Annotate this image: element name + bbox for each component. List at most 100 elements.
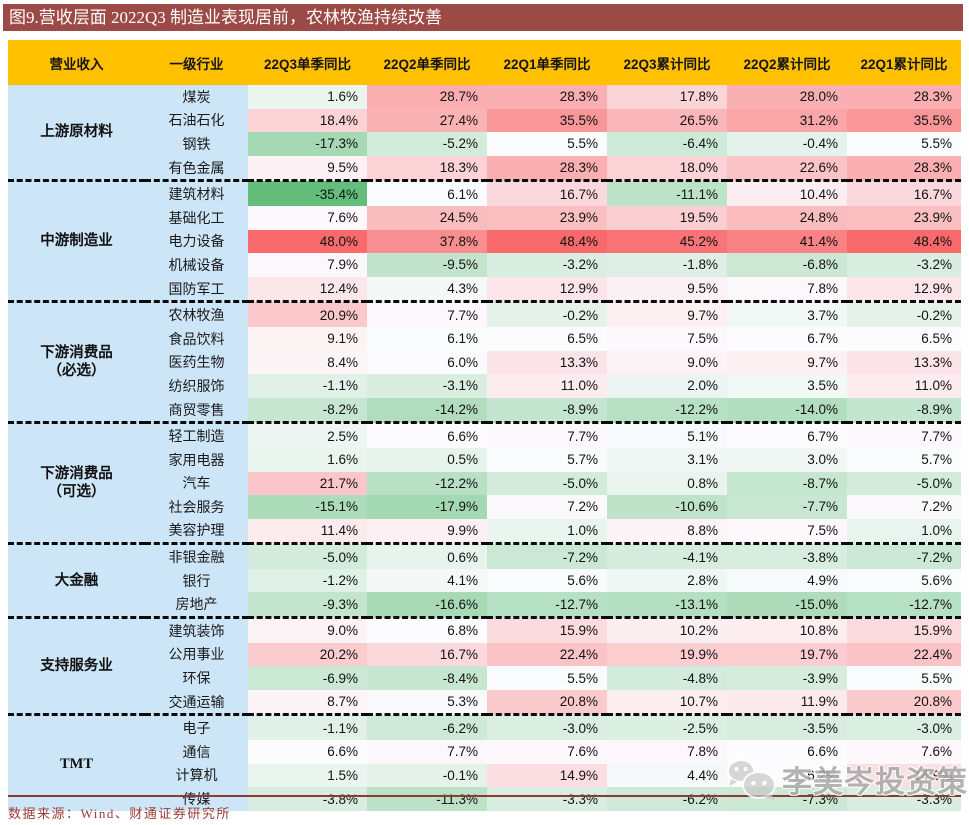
table-row: 上游原材料 煤炭 1.6% 28.7% 28.3% 17.8% 28.0% 28.3% bbox=[8, 85, 961, 181]
value-cell: 8.4% bbox=[248, 350, 367, 375]
value-cell: 28.3% bbox=[847, 155, 961, 181]
value-cell: 23.9% bbox=[487, 205, 607, 230]
value-cell: 23.9% bbox=[847, 205, 961, 230]
table-row: 美容护理 11.4% 9.9% 1.0% 8.8% 7.5% 1.0% bbox=[8, 518, 961, 544]
value-cell: 22.4% bbox=[487, 642, 607, 667]
value-cell: 9.5% bbox=[248, 155, 367, 181]
value-cell: 9.7% bbox=[607, 300, 727, 327]
value-cell: 0.6% bbox=[367, 542, 487, 569]
column-header-industry: 一级行业 bbox=[145, 40, 248, 85]
table-row: 石油石化 18.4% 27.4% 35.5% 26.5% 31.2% 35.5% bbox=[8, 108, 961, 133]
value-cell: 48.4% bbox=[487, 229, 607, 254]
value-cell: 7.6% bbox=[487, 740, 607, 764]
value-cell: 3.7% bbox=[727, 300, 847, 327]
value-cell: -9.3% bbox=[248, 592, 367, 618]
value-cell: 5.1% bbox=[607, 421, 727, 448]
value-cell: -17.3% bbox=[248, 132, 367, 156]
value-cell: 9.1% bbox=[248, 326, 367, 351]
value-cell: 18.3% bbox=[367, 155, 487, 181]
table-row: 环保 -6.9% -8.4% 5.5% -4.8% -3.9% 5.5% bbox=[8, 666, 961, 690]
value-cell: 22.6% bbox=[727, 155, 847, 181]
value-cell: 7.9% bbox=[248, 253, 367, 277]
value-cell: 2.8% bbox=[607, 568, 727, 593]
value-cell: -7.2% bbox=[487, 542, 607, 569]
group-cell: 下游消费品 （可选） bbox=[8, 421, 145, 544]
value-cell: -3.2% bbox=[487, 253, 607, 277]
value-cell: -7.3% bbox=[727, 787, 847, 811]
value-cell: -2.5% bbox=[607, 713, 727, 741]
value-cell: -14.0% bbox=[727, 397, 847, 423]
group-cell: 大金融 bbox=[8, 542, 145, 618]
value-cell: -3.8% bbox=[248, 787, 367, 811]
value-cell: -3.0% bbox=[487, 713, 607, 741]
value-cell: 10.2% bbox=[607, 616, 727, 643]
industry-cell: 交通运输 bbox=[145, 689, 248, 715]
table-row: 公用事业 20.2% 16.7% 22.4% 19.9% 19.7% 22.4% bbox=[8, 642, 961, 667]
value-cell: -12.2% bbox=[367, 471, 487, 496]
industry-cell: 钢铁 bbox=[145, 132, 248, 156]
value-cell: 20.9% bbox=[248, 300, 367, 327]
industry-cell: 商贸零售 bbox=[145, 397, 248, 423]
table-row: 家用电器 1.6% 0.5% 5.7% 3.1% 3.0% 5.7% bbox=[8, 447, 961, 472]
value-cell: 48.4% bbox=[847, 229, 961, 254]
table-row: 食品饮料 9.1% 6.1% 6.5% 7.5% 6.7% 6.5% bbox=[8, 326, 961, 351]
value-cell: 13.3% bbox=[847, 350, 961, 375]
table-row: 下游消费品 （必选） 农林牧渔 20.9% 7.7% -0.2% 9.7% 3.7% -0.2% bbox=[8, 300, 961, 423]
value-cell: 5.6% bbox=[487, 568, 607, 593]
value-cell: 28.3% bbox=[487, 85, 607, 109]
table-row: 钢铁 -17.3% -5.2% 5.5% -6.4% -0.4% 5.5% bbox=[8, 132, 961, 156]
table-row: 纺织服饰 -1.1% -3.1% 11.0% 2.0% 3.5% 11.0% bbox=[8, 374, 961, 398]
value-cell: 14.9% bbox=[487, 763, 607, 788]
industry-cell: 轻工制造 bbox=[145, 421, 248, 448]
industry-cell: 纺织服饰 bbox=[145, 374, 248, 398]
table-row: TMT 电子 -1.1% -6.2% -3.0% -2.5% -3.5% -3.0% bbox=[8, 713, 961, 811]
column-header-22q1-cumulative: 22Q1累计同比 bbox=[847, 40, 961, 85]
column-header-22q3-single: 22Q3单季同比 bbox=[248, 40, 367, 85]
value-cell: 10.4% bbox=[727, 179, 847, 206]
value-cell: -3.1% bbox=[367, 374, 487, 398]
column-header-22q2-cumulative: 22Q2累计同比 bbox=[727, 40, 847, 85]
value-cell: 13.3% bbox=[487, 350, 607, 375]
bottom-rule bbox=[8, 795, 961, 797]
value-cell: 6.6% bbox=[367, 421, 487, 448]
value-cell: 5.5% bbox=[487, 666, 607, 690]
value-cell: 5.3% bbox=[367, 689, 487, 715]
value-cell: 12.4% bbox=[248, 276, 367, 302]
value-cell: 6.6% bbox=[248, 740, 367, 764]
value-cell: -3.8% bbox=[727, 542, 847, 569]
industry-cell: 房地产 bbox=[145, 592, 248, 618]
value-cell: -1.8% bbox=[607, 253, 727, 277]
industry-cell: 建筑材料 bbox=[145, 179, 248, 206]
table-row: 大金融 非银金融 -5.0% 0.6% -7.2% -4.1% -3.8% -7.2% bbox=[8, 542, 961, 618]
value-cell: -6.2% bbox=[367, 713, 487, 741]
industry-cell: 农林牧渔 bbox=[145, 300, 248, 327]
value-cell: 11.0% bbox=[487, 374, 607, 398]
value-cell: 7.2% bbox=[487, 495, 607, 519]
value-cell: -1.1% bbox=[248, 713, 367, 741]
table-body: 上游原材料 煤炭 1.6% 28.7% 28.3% 17.8% 28.0% 28.3% 石油石化… bbox=[8, 85, 961, 811]
value-cell: 4.1% bbox=[367, 568, 487, 593]
table-row: 汽车 21.7% -12.2% -5.0% 0.8% -8.7% -5.0% bbox=[8, 471, 961, 496]
value-cell: -14.2% bbox=[367, 397, 487, 423]
industry-cell: 通信 bbox=[145, 740, 248, 764]
value-cell: 6.1% bbox=[367, 179, 487, 206]
data-source: 数据来源：Wind、财通证券研究所 bbox=[8, 806, 231, 821]
value-cell: 16.7% bbox=[367, 642, 487, 667]
value-cell: 35.5% bbox=[847, 108, 961, 133]
value-cell: 6.2% bbox=[727, 763, 847, 788]
value-cell: 17.8% bbox=[607, 85, 727, 109]
value-cell: -11.1% bbox=[607, 179, 727, 206]
value-cell: -12.7% bbox=[487, 592, 607, 618]
table-row: 基础化工 7.6% 24.5% 23.9% 19.5% 24.8% 23.9% bbox=[8, 205, 961, 230]
value-cell: -8.9% bbox=[847, 397, 961, 423]
value-cell: -3.3% bbox=[847, 787, 961, 811]
value-cell: 15.9% bbox=[487, 616, 607, 643]
value-cell: -11.3% bbox=[367, 787, 487, 811]
value-cell: 4.4% bbox=[607, 763, 727, 788]
value-cell: -6.9% bbox=[248, 666, 367, 690]
value-cell: -6.2% bbox=[607, 787, 727, 811]
value-cell: -3.3% bbox=[487, 787, 607, 811]
value-cell: 14.9% bbox=[847, 763, 961, 788]
value-cell: 5.5% bbox=[487, 132, 607, 156]
value-cell: 1.6% bbox=[248, 85, 367, 109]
